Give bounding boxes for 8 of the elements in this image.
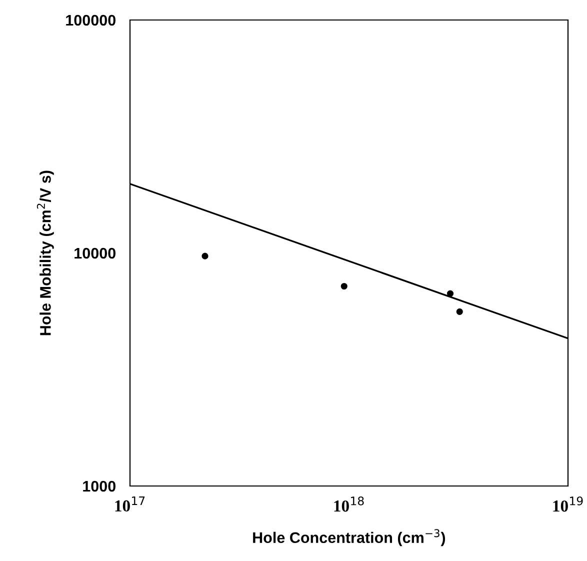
x-axis-title: Hole Concentration (cm$^{−3}$) — [253, 529, 446, 546]
y-tick-label: 10000 — [74, 248, 116, 259]
x-tick-label: 10$^{17}$ — [115, 496, 145, 512]
y-tick-label: 100000 — [66, 14, 116, 26]
y-axis-title: Hole Mobility (cm$^{2}$/V s) — [36, 170, 54, 336]
y-tick-label: 1000 — [83, 480, 116, 492]
x-tick-label: 10$^{18}$ — [334, 496, 364, 512]
x-tick-label: 10$^{19}$ — [553, 496, 583, 512]
